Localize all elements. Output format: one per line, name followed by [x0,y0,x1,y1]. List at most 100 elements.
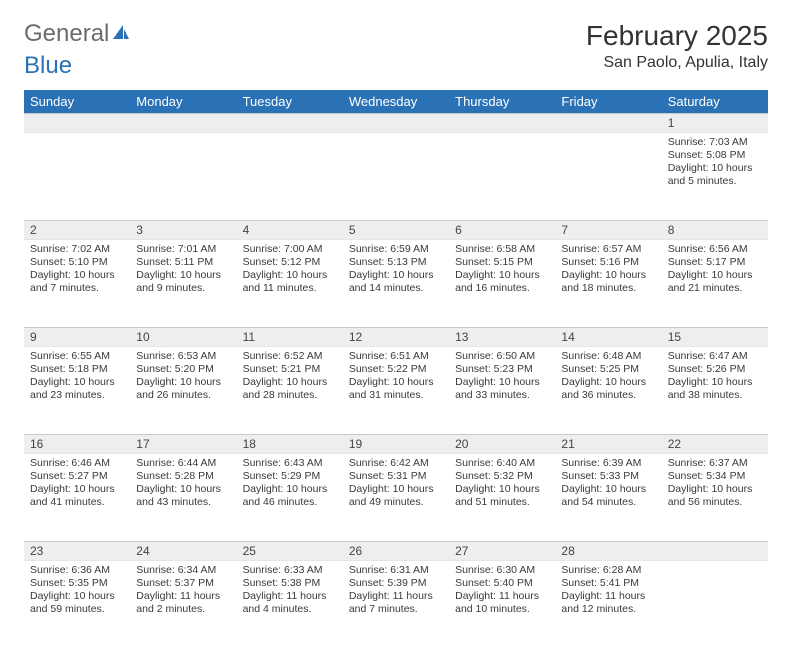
day-info-line: Daylight: 10 hours and 59 minutes. [30,590,124,616]
day-info-line: Daylight: 10 hours and 31 minutes. [349,376,443,402]
day-info-line: Sunset: 5:31 PM [349,470,443,483]
day-number-cell: 17 [130,435,236,454]
day-info-line: Sunset: 5:23 PM [455,363,549,376]
day-cell-body: Sunrise: 6:40 AMSunset: 5:32 PMDaylight:… [449,454,555,516]
day-number-cell: 21 [555,435,661,454]
day-cell: Sunrise: 6:37 AMSunset: 5:34 PMDaylight:… [662,454,768,542]
day-number-cell: 20 [449,435,555,454]
day-info-line: Sunset: 5:32 PM [455,470,549,483]
day-info-line: Daylight: 10 hours and 51 minutes. [455,483,549,509]
day-info-line: Sunrise: 6:30 AM [455,564,549,577]
day-info-line: Sunset: 5:33 PM [561,470,655,483]
dayhead-tue: Tuesday [237,90,343,114]
day-cell: Sunrise: 6:48 AMSunset: 5:25 PMDaylight:… [555,347,661,435]
logo-text-blue: Blue [24,52,768,80]
daynum-row: 1 [24,114,768,133]
day-cell [130,133,236,221]
day-header-row: Sunday Monday Tuesday Wednesday Thursday… [24,90,768,114]
day-info-line: Sunrise: 6:33 AM [243,564,337,577]
day-number-cell [24,114,130,133]
day-info-line: Daylight: 10 hours and 38 minutes. [668,376,762,402]
day-info-line: Daylight: 11 hours and 10 minutes. [455,590,549,616]
day-info-line: Daylight: 10 hours and 18 minutes. [561,269,655,295]
day-cell: Sunrise: 6:36 AMSunset: 5:35 PMDaylight:… [24,561,130,649]
day-cell [237,133,343,221]
day-cell [662,561,768,649]
day-info-line: Sunset: 5:15 PM [455,256,549,269]
day-cell-body: Sunrise: 6:34 AMSunset: 5:37 PMDaylight:… [130,561,236,623]
day-cell-body: Sunrise: 6:42 AMSunset: 5:31 PMDaylight:… [343,454,449,516]
day-info-line: Sunset: 5:16 PM [561,256,655,269]
day-number-cell [343,114,449,133]
day-cell-body: Sunrise: 6:56 AMSunset: 5:17 PMDaylight:… [662,240,768,302]
day-info-line: Sunset: 5:18 PM [30,363,124,376]
day-info-line: Daylight: 10 hours and 14 minutes. [349,269,443,295]
day-cell-body [24,133,130,142]
day-info-line: Sunset: 5:28 PM [136,470,230,483]
day-info-line: Sunrise: 6:57 AM [561,243,655,256]
day-info-line: Sunrise: 7:02 AM [30,243,124,256]
day-cell-body: Sunrise: 7:02 AMSunset: 5:10 PMDaylight:… [24,240,130,302]
day-info-line: Daylight: 10 hours and 11 minutes. [243,269,337,295]
day-number-cell: 4 [237,221,343,240]
day-cell-body: Sunrise: 6:59 AMSunset: 5:13 PMDaylight:… [343,240,449,302]
day-cell: Sunrise: 7:00 AMSunset: 5:12 PMDaylight:… [237,240,343,328]
month-title: February 2025 [586,20,768,52]
day-info-line: Daylight: 10 hours and 33 minutes. [455,376,549,402]
day-info-line: Daylight: 11 hours and 7 minutes. [349,590,443,616]
day-info-line: Sunrise: 6:43 AM [243,457,337,470]
day-cell: Sunrise: 6:56 AMSunset: 5:17 PMDaylight:… [662,240,768,328]
day-cell-body [130,133,236,142]
day-info-line: Sunset: 5:40 PM [455,577,549,590]
day-cell: Sunrise: 7:01 AMSunset: 5:11 PMDaylight:… [130,240,236,328]
day-cell-body: Sunrise: 6:55 AMSunset: 5:18 PMDaylight:… [24,347,130,409]
day-info-line: Sunset: 5:25 PM [561,363,655,376]
day-info-line: Sunrise: 6:52 AM [243,350,337,363]
day-info-line: Sunrise: 6:50 AM [455,350,549,363]
day-number-cell: 13 [449,328,555,347]
day-info-line: Daylight: 10 hours and 23 minutes. [30,376,124,402]
day-cell: Sunrise: 6:53 AMSunset: 5:20 PMDaylight:… [130,347,236,435]
day-info-line: Daylight: 10 hours and 46 minutes. [243,483,337,509]
day-info-line: Daylight: 11 hours and 4 minutes. [243,590,337,616]
day-cell-body [449,133,555,142]
day-info-line: Sunrise: 7:00 AM [243,243,337,256]
day-cell: Sunrise: 6:44 AMSunset: 5:28 PMDaylight:… [130,454,236,542]
day-cell-body: Sunrise: 6:33 AMSunset: 5:38 PMDaylight:… [237,561,343,623]
day-number-cell: 27 [449,542,555,561]
day-info-line: Daylight: 10 hours and 43 minutes. [136,483,230,509]
day-number-cell: 26 [343,542,449,561]
day-info-line: Daylight: 10 hours and 5 minutes. [668,162,762,188]
week-row: Sunrise: 7:03 AMSunset: 5:08 PMDaylight:… [24,133,768,221]
logo-text-general: General [24,20,109,48]
day-cell: Sunrise: 6:33 AMSunset: 5:38 PMDaylight:… [237,561,343,649]
day-cell: Sunrise: 6:47 AMSunset: 5:26 PMDaylight:… [662,347,768,435]
day-cell: Sunrise: 6:59 AMSunset: 5:13 PMDaylight:… [343,240,449,328]
day-cell-body [555,133,661,142]
day-info-line: Sunset: 5:12 PM [243,256,337,269]
dayhead-thu: Thursday [449,90,555,114]
day-cell: Sunrise: 6:50 AMSunset: 5:23 PMDaylight:… [449,347,555,435]
day-cell-body: Sunrise: 6:52 AMSunset: 5:21 PMDaylight:… [237,347,343,409]
day-number-cell: 1 [662,114,768,133]
day-info-line: Sunrise: 6:48 AM [561,350,655,363]
day-info-line: Sunset: 5:29 PM [243,470,337,483]
day-cell-body: Sunrise: 6:48 AMSunset: 5:25 PMDaylight:… [555,347,661,409]
day-number-cell: 19 [343,435,449,454]
day-info-line: Sunrise: 6:47 AM [668,350,762,363]
day-number-cell: 28 [555,542,661,561]
day-cell: Sunrise: 6:42 AMSunset: 5:31 PMDaylight:… [343,454,449,542]
day-number-cell: 18 [237,435,343,454]
day-cell-body: Sunrise: 6:36 AMSunset: 5:35 PMDaylight:… [24,561,130,623]
day-info-line: Daylight: 10 hours and 49 minutes. [349,483,443,509]
day-info-line: Sunrise: 6:46 AM [30,457,124,470]
daynum-row: 2345678 [24,221,768,240]
dayhead-sun: Sunday [24,90,130,114]
daynum-row: 16171819202122 [24,435,768,454]
day-info-line: Sunrise: 7:03 AM [668,136,762,149]
day-cell: Sunrise: 6:51 AMSunset: 5:22 PMDaylight:… [343,347,449,435]
day-cell: Sunrise: 7:03 AMSunset: 5:08 PMDaylight:… [662,133,768,221]
day-cell: Sunrise: 6:46 AMSunset: 5:27 PMDaylight:… [24,454,130,542]
day-info-line: Sunrise: 6:40 AM [455,457,549,470]
day-info-line: Sunset: 5:20 PM [136,363,230,376]
